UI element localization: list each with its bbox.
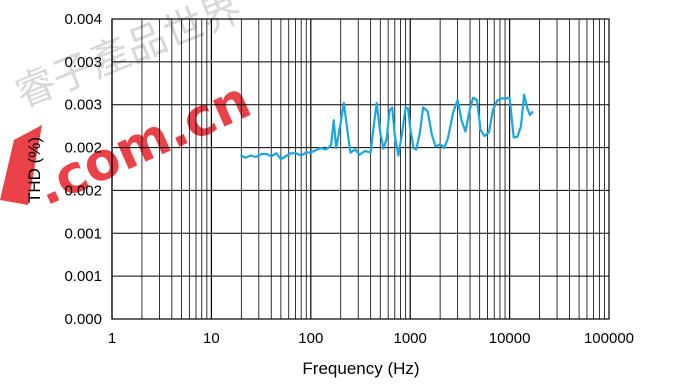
y-tick-label: 0.001 — [64, 268, 102, 285]
y-tick-label: 0.002 — [64, 140, 102, 157]
y-axis-title: THD (%) — [25, 137, 44, 203]
x-tick-label: 1 — [108, 330, 116, 347]
y-tick-label: 0.000 — [64, 311, 102, 328]
thd-series-line — [240, 93, 534, 161]
y-axis-tick-labels: 0.000 0.001 0.001 0.002 0.002 0.003 0.003 0.004 — [64, 11, 102, 328]
y-tick-label: 0.001 — [64, 225, 102, 242]
x-tick-label: 100000 — [584, 330, 634, 347]
x-tick-label: 10 — [203, 330, 220, 347]
x-tick-label: 10000 — [489, 330, 531, 347]
y-tick-label: 0.003 — [64, 97, 102, 114]
watermark-red-stripe — [0, 125, 42, 205]
grid-lines — [111, 18, 609, 320]
plot-frame — [111, 18, 610, 320]
x-tick-label: 1000 — [394, 330, 427, 347]
y-tick-label: 0.002 — [64, 182, 102, 199]
y-tick-label: 0.003 — [64, 54, 102, 71]
x-axis-title: Frequency (Hz) — [302, 359, 419, 378]
x-tick-label: 100 — [298, 330, 323, 347]
y-tick-label: 0.004 — [64, 11, 102, 28]
x-axis-tick-labels: 1 10 100 1000 10000 100000 — [108, 330, 634, 347]
